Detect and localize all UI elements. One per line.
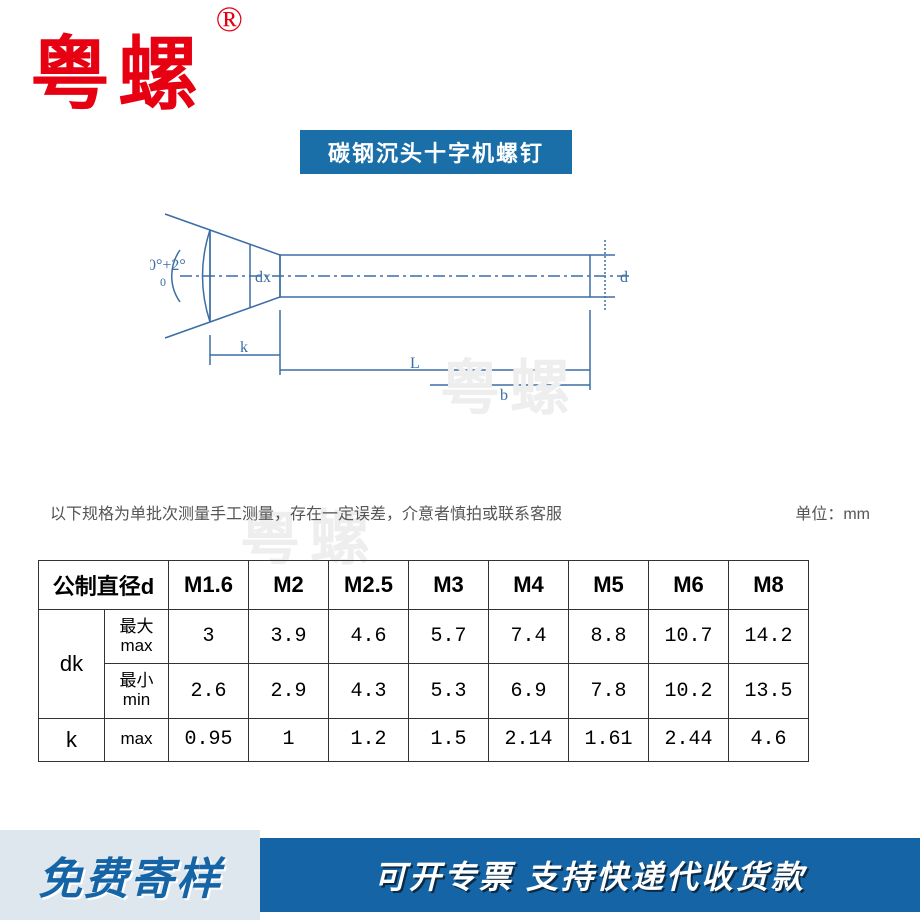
- table-header-row: 公制直径d M1.6 M2 M2.5 M3 M4 M5 M6 M8: [39, 561, 809, 610]
- svg-text:d: d: [620, 269, 628, 286]
- spec-value: 1.2: [329, 718, 409, 761]
- footer-banner: 免费寄样 可开专票 支持快递代收货款: [0, 830, 920, 920]
- table-row: dk最大max33.94.65.77.48.810.714.2: [39, 610, 809, 664]
- spec-value: 8.8: [569, 610, 649, 664]
- svg-text:90°+2°: 90°+2°: [150, 257, 186, 274]
- spec-value: 3.9: [249, 610, 329, 664]
- spec-value: 3: [169, 610, 249, 664]
- spec-value: 2.14: [489, 718, 569, 761]
- svg-text:b: b: [500, 387, 508, 400]
- spec-value: 14.2: [729, 610, 809, 664]
- spec-value: 7.4: [489, 610, 569, 664]
- spec-value: 10.7: [649, 610, 729, 664]
- unit-label: 单位：mm: [795, 500, 870, 524]
- header-size: M2.5: [329, 561, 409, 610]
- spec-value: 1: [249, 718, 329, 761]
- svg-text:0: 0: [160, 275, 166, 289]
- header-size: M2: [249, 561, 329, 610]
- measurement-note: 以下规格为单批次测量手工测量，存在一定误差，介意者慎拍或联系客服: [50, 500, 562, 524]
- spec-value: 5.7: [409, 610, 489, 664]
- table-row: 最小min2.62.94.35.36.97.810.213.5: [39, 664, 809, 718]
- footer-free-sample: 免费寄样: [0, 830, 260, 920]
- registered-mark: ®: [216, 0, 251, 40]
- row-sublabel: max: [105, 718, 169, 761]
- spec-value: 4.6: [729, 718, 809, 761]
- spec-value: 6.9: [489, 664, 569, 718]
- spec-value: 0.95: [169, 718, 249, 761]
- product-title: 碳钢沉头十字机螺钉: [300, 130, 572, 174]
- header-diameter: 公制直径d: [39, 561, 169, 610]
- footer-services: 可开专票 支持快递代收货款: [260, 838, 920, 912]
- row-sublabel: 最大max: [105, 610, 169, 664]
- spec-value: 2.9: [249, 664, 329, 718]
- spec-value: 4.6: [329, 610, 409, 664]
- spec-value: 1.61: [569, 718, 649, 761]
- row-group-k: k: [39, 718, 105, 761]
- brand-logo: 粤螺 ®: [30, 10, 206, 126]
- screw-diagram: 90°+2° 0 dx d k L b: [150, 200, 670, 400]
- svg-text:dx: dx: [255, 269, 271, 286]
- row-group-dk: dk: [39, 610, 105, 719]
- table-row: kmax0.9511.21.52.141.612.444.6: [39, 718, 809, 761]
- spec-value: 13.5: [729, 664, 809, 718]
- note-row: 以下规格为单批次测量手工测量，存在一定误差，介意者慎拍或联系客服 单位：mm: [50, 500, 870, 524]
- spec-value: 2.6: [169, 664, 249, 718]
- brand-text: 粤螺: [30, 32, 206, 120]
- spec-value: 7.8: [569, 664, 649, 718]
- svg-text:k: k: [240, 339, 248, 356]
- svg-text:L: L: [410, 355, 420, 372]
- header-size: M3: [409, 561, 489, 610]
- header-size: M1.6: [169, 561, 249, 610]
- header-size: M5: [569, 561, 649, 610]
- header-size: M4: [489, 561, 569, 610]
- spec-table: 公制直径d M1.6 M2 M2.5 M3 M4 M5 M6 M8 dk最大ma…: [38, 560, 809, 762]
- spec-value: 1.5: [409, 718, 489, 761]
- spec-value: 4.3: [329, 664, 409, 718]
- spec-value: 2.44: [649, 718, 729, 761]
- header-size: M8: [729, 561, 809, 610]
- header-size: M6: [649, 561, 729, 610]
- spec-value: 10.2: [649, 664, 729, 718]
- row-sublabel: 最小min: [105, 664, 169, 718]
- spec-value: 5.3: [409, 664, 489, 718]
